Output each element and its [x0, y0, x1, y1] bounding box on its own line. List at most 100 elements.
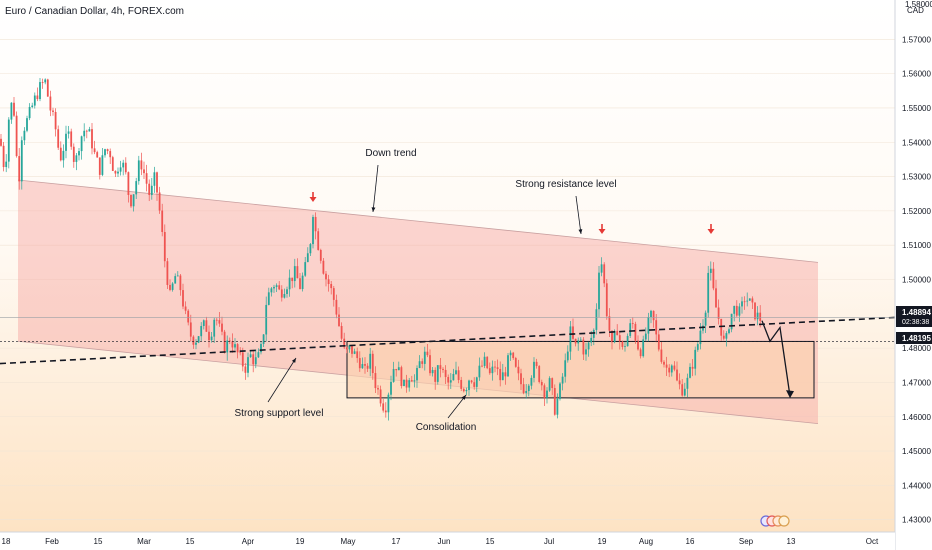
x-tick-label: May — [340, 537, 355, 546]
candle-body — [637, 340, 639, 350]
candle-body — [369, 353, 372, 369]
candle-body — [260, 343, 262, 353]
candle-body — [707, 272, 710, 313]
resistance-pointer-head — [578, 229, 583, 234]
candle-body — [751, 298, 754, 303]
candle-body — [465, 390, 468, 392]
candle-body — [96, 152, 99, 158]
candle-body — [525, 391, 528, 393]
support-pointer — [267, 357, 297, 403]
down-trend-pointer — [372, 164, 379, 213]
y-top-label: 1.58000 — [905, 0, 932, 9]
y-tick-label: 1.46000 — [902, 413, 931, 422]
candle-body — [247, 357, 249, 373]
candle-body — [20, 140, 23, 182]
candle-body — [249, 354, 252, 358]
candle-body — [572, 326, 574, 339]
candle-body — [392, 369, 395, 382]
candle-body — [408, 380, 411, 388]
candle-body — [486, 356, 489, 369]
y-tick-label: 1.50000 — [902, 276, 931, 285]
candle-body — [473, 382, 476, 387]
candle-body — [439, 365, 442, 369]
candle-body — [101, 155, 104, 175]
last-price-value: 1.48894 — [902, 308, 931, 317]
candle-body — [176, 275, 179, 277]
candle-body — [689, 366, 691, 378]
y-tick-label: 1.51000 — [902, 241, 931, 250]
candle-body — [317, 231, 320, 250]
candle-body — [514, 358, 517, 367]
candle-body — [426, 351, 429, 356]
candle-body — [218, 320, 221, 324]
consolidation-pointer — [447, 394, 467, 419]
candle-body — [540, 381, 543, 386]
candle-body — [52, 110, 54, 112]
x-tick-label: Apr — [242, 537, 255, 546]
candle-body — [759, 312, 762, 321]
candle-body — [421, 361, 424, 364]
candle-body — [686, 377, 689, 389]
candle-body — [639, 349, 642, 357]
annotation-down_trend: Down trend — [365, 148, 416, 159]
annotation-support: Strong support level — [235, 408, 324, 419]
candle-body — [239, 352, 242, 354]
candle-body — [280, 289, 283, 298]
candle-body — [416, 368, 418, 381]
candle-body — [221, 323, 223, 332]
candle-body — [140, 160, 143, 170]
candle-body — [200, 326, 203, 337]
candle-body — [660, 349, 663, 362]
x-tick-label: 19 — [598, 537, 607, 546]
candle-body — [252, 354, 255, 365]
candle-body — [379, 389, 382, 404]
candle-body — [512, 352, 515, 359]
candle-body — [582, 339, 585, 355]
candle-body — [569, 326, 572, 352]
candle-body — [312, 216, 314, 245]
candle-body — [413, 380, 416, 382]
candle-body — [600, 264, 603, 273]
candle-body — [681, 384, 684, 396]
candle-body — [137, 160, 140, 182]
candle-body — [150, 185, 153, 196]
candle-body — [26, 118, 28, 131]
candle-body — [504, 372, 507, 377]
candle-body — [319, 249, 322, 261]
candle-body — [122, 162, 125, 168]
candle-body — [267, 292, 270, 305]
price-axis[interactable] — [895, 0, 932, 550]
candle-body — [325, 273, 327, 280]
tv-logo-icon — [760, 515, 790, 527]
candle-body — [234, 344, 236, 348]
candle-body — [130, 194, 132, 207]
candle-body — [587, 342, 590, 350]
candle-body — [241, 352, 244, 367]
candle-body — [301, 275, 304, 289]
y-tick-label: 1.54000 — [902, 138, 931, 147]
candle-body — [156, 172, 158, 193]
candle-body — [314, 216, 317, 232]
last-price-tag: 1.48894 02:38:38 — [896, 306, 932, 327]
candle-body — [18, 156, 21, 182]
candle-body — [590, 337, 593, 343]
candle-body — [748, 298, 751, 301]
candle-body — [728, 329, 730, 334]
candle-body — [171, 283, 174, 290]
candle-body — [397, 367, 400, 371]
candle-body — [187, 310, 190, 323]
time-axis[interactable] — [0, 532, 895, 550]
candle-body — [564, 360, 567, 377]
candle-body — [163, 232, 166, 262]
candle-body — [330, 284, 333, 289]
candle-body — [561, 376, 564, 384]
candle-body — [83, 130, 86, 137]
candle-body — [296, 266, 299, 279]
annotations: Down trend Strong resistance level Strong … — [235, 148, 715, 433]
candle-body — [566, 351, 569, 361]
candle-body — [533, 361, 535, 378]
candle-body — [93, 148, 96, 153]
candle-body — [400, 367, 403, 387]
candle-body — [366, 365, 369, 369]
candle-body — [605, 283, 608, 317]
